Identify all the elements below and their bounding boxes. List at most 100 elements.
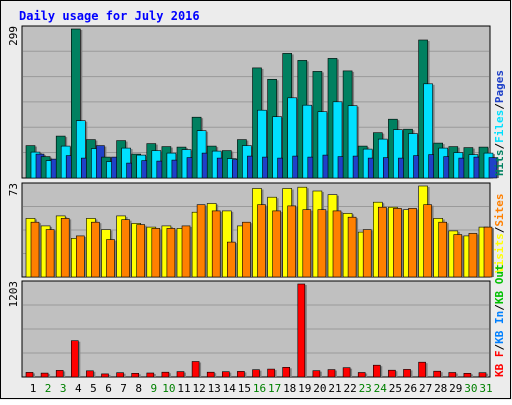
legend-item-visits: Visits [493,233,506,273]
bar-sites-day-9 [151,228,161,278]
legend-item-kb-in: KB In [493,311,506,344]
bar-sites-day-13 [211,210,221,278]
legend-item-kb-f: KB F [493,351,506,378]
bar-sites-day-8 [136,224,145,278]
bar-sites-day-21 [332,210,342,278]
bar-sites-day-5 [91,221,100,278]
x-tick-label-day-13: 13 [208,382,221,395]
x-tick-label-day-7: 7 [120,382,127,395]
x-tick-label-day-16: 16 [253,382,266,395]
bar-kb-f-day-21 [327,369,336,378]
bar-kb-f-day-10 [161,371,170,378]
bar-kb-f-day-27 [418,361,426,378]
panel-visits-sites: 73 Visits/Sites [7,182,506,278]
bar-kb-f-day-3 [55,370,64,378]
legend-separator: / [493,143,506,150]
x-tick-label-day-22: 22 [343,382,356,395]
bar-kb-f-day-4 [71,340,79,378]
bar-sites-day-16 [257,204,266,278]
bar-sites-day-15 [242,221,251,278]
legend-separator: / [493,304,506,311]
bar-kb-f-day-30 [463,372,472,378]
bar-kb-f-day-11 [176,371,185,378]
x-tick-label-day-9: 9 [150,382,157,395]
bar-files-day-19 [302,104,313,179]
bar-files-day-27 [423,83,433,179]
bar-files-day-25 [393,129,403,179]
x-tick-label-day-10: 10 [162,382,175,395]
bar-kb-f-day-25 [388,369,396,378]
bar-kb-f-day-18 [282,366,291,378]
x-tick-label-day-15: 15 [238,382,251,395]
x-axis: 1 2 3 4 5 6 7 8 9 10 11 12 13 14 15 16 17 18 19 20 21 22 23 24 2… [30,382,493,395]
x-tick-label-day-29: 29 [449,382,462,395]
x-tick-label-day-30: 30 [464,382,477,395]
legend-item-files: Files [493,110,506,143]
bar-sites-day-19 [302,209,312,278]
bar-files-day-20 [317,111,328,179]
bar-kb-f-day-26 [403,369,411,378]
legend-visits-sites: Visits/Sites [493,194,506,274]
bar-kb-f-day-29 [448,372,457,378]
x-tick-label-day-2: 2 [45,382,52,395]
bar-kb-f-day-16 [252,369,260,378]
bar-sites-day-6 [106,239,115,278]
x-tick-label-day-25: 25 [389,382,402,395]
bar-sites-day-20 [317,209,327,278]
bar-kb-f-day-20 [312,370,321,378]
bar-sites-day-4 [76,235,85,278]
y-max-label: 299 [7,26,20,46]
y-max-label: 1203 [7,281,20,308]
bar-sites-day-31 [483,226,493,278]
legend-item-hits: Hits [493,150,506,177]
bar-kb-f-day-19 [297,283,306,378]
bar-hits-day-4 [71,28,81,179]
x-tick-label-day-21: 21 [328,382,341,395]
bar-kb-f-day-23 [357,372,366,378]
bar-kb-f-day-9 [146,372,155,378]
legend-item-sites: Sites [493,194,506,227]
bar-sites-day-23 [362,229,372,278]
legend-hits-files-pages: Hits/Files/Pages [493,70,506,176]
bar-sites-day-3 [60,218,70,278]
bar-kb-f-day-5 [86,370,94,378]
x-tick-label-day-24: 24 [374,382,388,395]
bar-files-day-21 [332,101,343,179]
bar-sites-day-28 [438,221,448,278]
x-tick-label-day-3: 3 [60,382,67,395]
x-tick-label-day-20: 20 [313,382,326,395]
bar-sites-day-27 [423,204,432,278]
bar-kb-f-day-31 [478,372,487,378]
x-tick-label-day-28: 28 [434,382,447,395]
legend-item-pages: Pages [493,70,506,103]
bar-sites-day-26 [408,208,417,278]
x-tick-label-day-19: 19 [298,382,311,395]
y-max-label: 73 [7,183,20,196]
bar-sites-day-25 [393,208,402,278]
bar-kb-f-day-13 [206,371,215,378]
x-tick-label-day-5: 5 [90,382,97,395]
bar-sites-day-12 [196,204,206,278]
x-tick-label-day-1: 1 [30,382,37,395]
x-tick-label-day-26: 26 [404,382,417,395]
bar-kb-f-day-15 [237,371,245,378]
x-tick-label-day-12: 12 [192,382,205,395]
x-tick-label-day-31: 31 [479,382,492,395]
bar-sites-day-10 [166,228,176,278]
bar-sites-day-24 [377,206,387,278]
bar-sites-day-11 [181,225,191,278]
bar-kb-f-day-8 [131,372,139,378]
chart-panels: 299Hits/Files/Pages73Visits/Sites1203KB … [7,25,506,378]
bar-sites-day-14 [227,241,236,278]
bar-files-day-4 [76,120,86,179]
bar-files-day-17 [272,116,282,179]
bar-sites-day-22 [347,216,357,278]
bar-kb-f-day-24 [372,364,381,378]
bar-kb-f-day-2 [40,372,49,378]
x-tick-label-day-17: 17 [268,382,281,395]
